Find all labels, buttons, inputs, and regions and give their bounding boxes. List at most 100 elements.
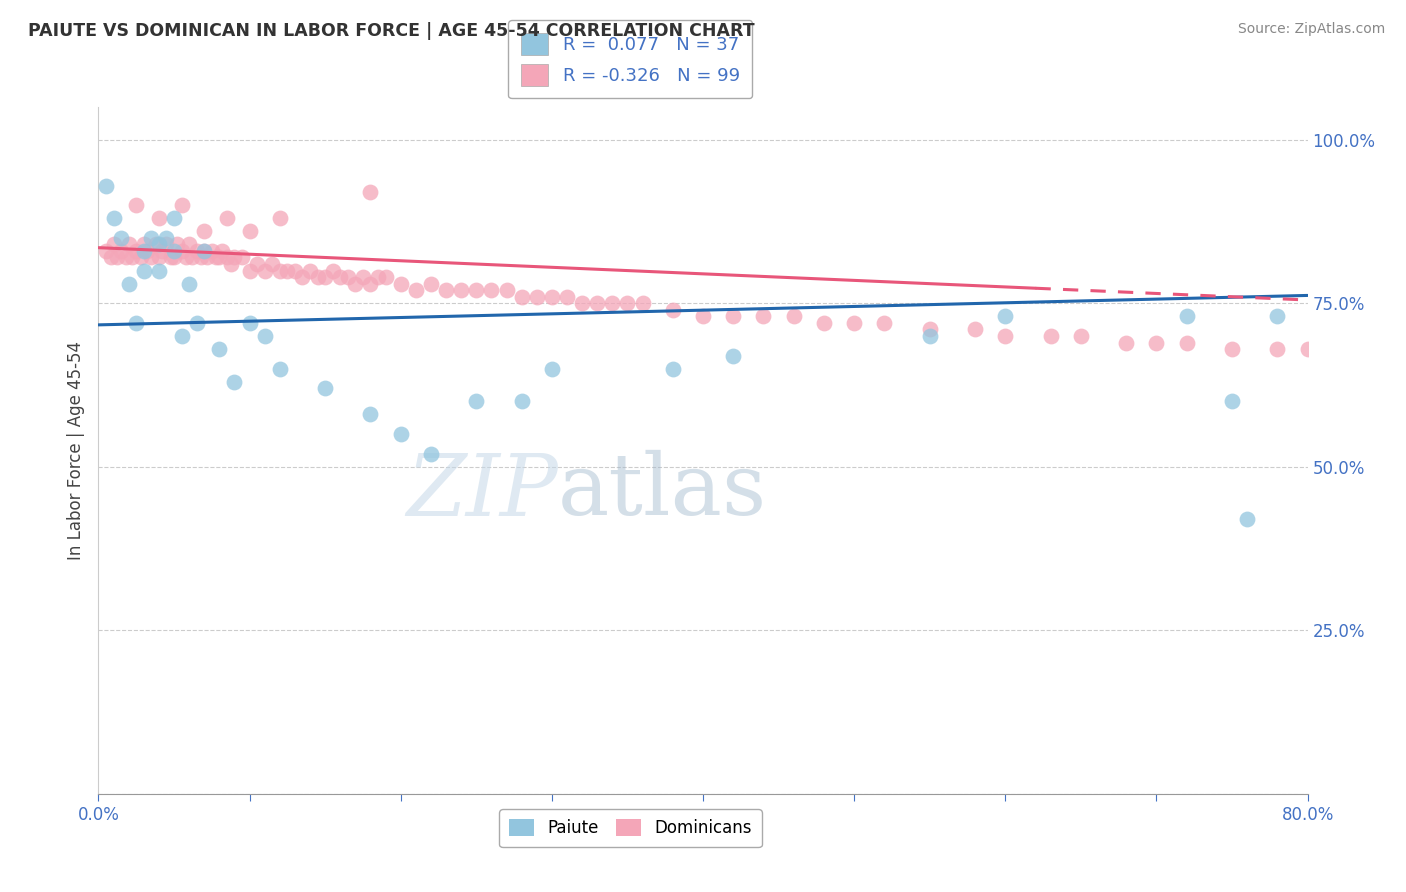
- Point: [121, 251, 143, 265]
- Point: [1267, 310, 1289, 324]
- Point: [918, 329, 941, 343]
- Point: [873, 316, 896, 330]
- Point: [374, 270, 396, 285]
- Text: PAIUTE VS DOMINICAN IN LABOR FORCE | AGE 45-54 CORRELATION CHART: PAIUTE VS DOMINICAN IN LABOR FORCE | AGE…: [28, 22, 755, 40]
- Point: [205, 251, 228, 265]
- Point: [844, 316, 866, 330]
- Point: [114, 251, 136, 265]
- Point: [129, 251, 152, 265]
- Point: [783, 310, 806, 324]
- Point: [344, 277, 367, 291]
- Point: [1039, 329, 1062, 343]
- Point: [253, 329, 276, 343]
- Point: [141, 231, 163, 245]
- Point: [231, 251, 253, 265]
- Point: [215, 211, 238, 226]
- Point: [314, 270, 336, 285]
- Point: [132, 237, 155, 252]
- Point: [145, 237, 167, 252]
- Point: [994, 329, 1017, 343]
- Point: [314, 381, 336, 395]
- Point: [631, 296, 654, 310]
- Point: [994, 310, 1017, 324]
- Point: [1144, 335, 1167, 350]
- Point: [465, 394, 488, 409]
- Point: [103, 211, 125, 226]
- Text: Source: ZipAtlas.com: Source: ZipAtlas.com: [1237, 22, 1385, 37]
- Point: [571, 296, 593, 310]
- Point: [1070, 329, 1092, 343]
- Point: [253, 263, 276, 277]
- Point: [103, 237, 125, 252]
- Point: [420, 277, 443, 291]
- Point: [540, 290, 562, 304]
- Point: [465, 283, 488, 297]
- Point: [336, 270, 359, 285]
- Point: [481, 283, 503, 297]
- Point: [299, 263, 322, 277]
- Point: [110, 231, 132, 245]
- Point: [174, 251, 197, 265]
- Point: [262, 257, 284, 271]
- Point: [224, 251, 246, 265]
- Point: [723, 310, 745, 324]
- Point: [555, 290, 578, 304]
- Point: [1175, 335, 1198, 350]
- Point: [215, 251, 238, 265]
- Point: [100, 251, 122, 265]
- Point: [193, 224, 215, 238]
- Point: [132, 244, 155, 258]
- Point: [190, 251, 212, 265]
- Point: [692, 310, 714, 324]
- Point: [329, 270, 352, 285]
- Point: [135, 244, 157, 258]
- Point: [179, 277, 201, 291]
- Point: [307, 270, 329, 285]
- Point: [284, 263, 307, 277]
- Point: [586, 296, 609, 310]
- Point: [211, 244, 233, 258]
- Point: [125, 244, 148, 258]
- Point: [186, 244, 208, 258]
- Point: [94, 178, 117, 193]
- Point: [1175, 310, 1198, 324]
- Point: [239, 224, 262, 238]
- Point: [360, 277, 382, 291]
- Point: [276, 263, 298, 277]
- Point: [269, 211, 291, 226]
- Legend: Paiute, Dominicans: Paiute, Dominicans: [499, 809, 762, 847]
- Point: [170, 198, 193, 212]
- Point: [1220, 342, 1243, 356]
- Point: [141, 251, 163, 265]
- Point: [661, 361, 683, 376]
- Point: [186, 316, 208, 330]
- Point: [105, 251, 128, 265]
- Point: [170, 244, 193, 258]
- Point: [163, 211, 186, 226]
- Point: [602, 296, 624, 310]
- Point: [1267, 342, 1289, 356]
- Point: [208, 251, 231, 265]
- Point: [540, 361, 562, 376]
- Point: [148, 211, 170, 226]
- Y-axis label: In Labor Force | Age 45-54: In Labor Force | Age 45-54: [66, 341, 84, 560]
- Point: [118, 277, 141, 291]
- Point: [148, 251, 170, 265]
- Point: [193, 244, 215, 258]
- Point: [510, 394, 533, 409]
- Point: [526, 290, 548, 304]
- Text: ZIP: ZIP: [406, 450, 558, 533]
- Point: [434, 283, 457, 297]
- Point: [420, 447, 443, 461]
- Point: [405, 283, 427, 297]
- Point: [510, 290, 533, 304]
- Point: [1236, 512, 1258, 526]
- Point: [224, 375, 246, 389]
- Point: [160, 251, 183, 265]
- Point: [495, 283, 517, 297]
- Point: [389, 427, 412, 442]
- Point: [155, 231, 177, 245]
- Point: [246, 257, 269, 271]
- Point: [94, 244, 117, 258]
- Point: [163, 244, 186, 258]
